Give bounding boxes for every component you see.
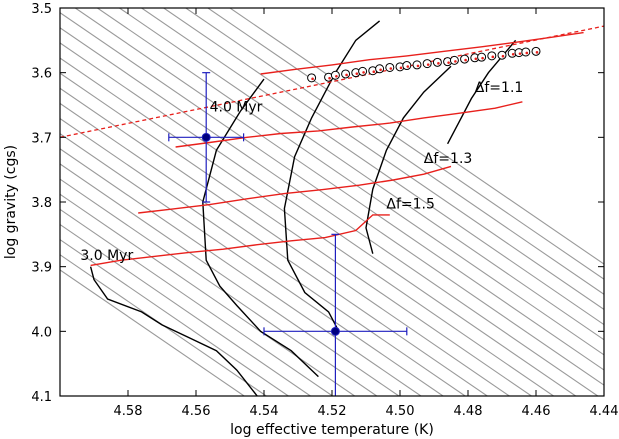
points-layer	[168, 46, 541, 396]
delta-f-line	[175, 101, 523, 148]
x-tick-label: 4.50	[386, 404, 415, 419]
model-point	[477, 52, 487, 62]
model-point-core	[345, 73, 348, 77]
evolution-track	[60, 208, 333, 396]
evolution-track	[60, 27, 599, 396]
model-point-core	[481, 56, 484, 60]
y-tick-label: 4.1	[31, 390, 52, 405]
model-point	[307, 73, 317, 83]
model-point-core	[454, 60, 457, 63]
plot-background	[60, 8, 604, 396]
model-point-core	[406, 65, 410, 68]
evolution-track	[141, 8, 604, 326]
model-point	[487, 51, 497, 61]
model-point-core	[379, 68, 382, 72]
model-point-core	[389, 67, 393, 70]
model-point	[422, 59, 432, 69]
evolution-track	[60, 254, 267, 396]
model-point	[460, 54, 470, 64]
x-axis-label: log effective temperature (K)	[230, 422, 434, 438]
x-tick-label: 4.46	[522, 404, 551, 419]
model-point-core	[474, 57, 478, 61]
model-point	[497, 50, 507, 60]
annotation-label: Δf=1.3	[424, 151, 473, 167]
model-point-core	[464, 58, 467, 62]
model-point	[432, 57, 442, 67]
model-point-core	[501, 54, 505, 58]
x-tick-label: 4.44	[590, 404, 619, 419]
x-tick-label: 4.56	[182, 404, 211, 419]
isochrone-line	[365, 65, 452, 254]
evolution-track	[60, 11, 604, 386]
model-point	[521, 47, 531, 57]
model-point-core	[355, 72, 359, 75]
annotation-label: Δf=1.5	[386, 196, 435, 212]
model-point	[449, 55, 459, 65]
fit-line	[60, 25, 604, 138]
model-point-core	[437, 62, 440, 65]
axes: 4.58 4.56 4.54 4.52 4.50 4.48 4.46 4.44 3.5 3.6 3.…	[31, 2, 618, 419]
model-point-core	[328, 76, 331, 80]
y-tick-label: 3.6	[31, 67, 52, 82]
model-point	[330, 70, 340, 80]
annotation-label: Δf=1.1	[475, 80, 524, 96]
delta-f-line	[138, 165, 452, 214]
model-point-core	[511, 52, 515, 56]
y-tick-label: 4.0	[31, 325, 52, 340]
curves-layer	[60, 20, 604, 396]
isochrone-line	[202, 78, 319, 378]
measurement-point	[201, 132, 211, 142]
isochrone-line	[446, 39, 517, 145]
y-tick-label: 3.7	[31, 131, 52, 146]
model-point-core	[372, 70, 376, 74]
delta-f-line	[90, 214, 390, 267]
evolution-track	[185, 8, 604, 296]
y-tick-label: 3.5	[31, 2, 52, 17]
evolution-track	[60, 57, 554, 396]
isochrone-line	[89, 266, 258, 396]
x-tick-label: 4.54	[250, 404, 279, 419]
model-point-core	[447, 61, 450, 64]
annotation-label: 4.0 Myr	[210, 99, 263, 115]
model-point-core	[426, 63, 430, 66]
annotations: 4.0 Myr 3.0 Myr Δf=1.1 Δf=1.3 Δf=1.5	[80, 80, 523, 264]
x-tick-label: 4.52	[318, 404, 347, 419]
model-point-core	[518, 52, 522, 55]
model-point-core	[491, 55, 495, 59]
evolution-track	[119, 8, 604, 341]
evolution-track	[207, 8, 604, 280]
model-point-core	[525, 51, 529, 55]
annotation-label: 3.0 Myr	[80, 248, 133, 264]
y-tick-label: 3.8	[31, 196, 52, 211]
model-point	[402, 61, 412, 71]
model-point	[341, 69, 351, 79]
x-tick-label: 4.58	[114, 404, 143, 419]
model-point-core	[335, 74, 338, 78]
model-point-core	[535, 51, 539, 54]
model-point-core	[399, 66, 403, 70]
evolution-track	[97, 8, 604, 356]
isochrone-line	[283, 20, 381, 332]
evolution-track	[60, 269, 245, 396]
evolution-track	[60, 238, 289, 396]
evolution-track	[60, 72, 532, 396]
evolution-track	[229, 8, 604, 265]
evolution-track	[60, 223, 311, 396]
model-point	[358, 66, 368, 76]
model-point-core	[362, 71, 365, 74]
model-point	[385, 62, 395, 72]
model-point-core	[311, 77, 314, 81]
model-point	[375, 64, 385, 74]
evolution-track	[74, 8, 604, 371]
evolution-track	[60, 42, 576, 396]
evolution-track	[163, 8, 604, 311]
x-tick-label: 4.48	[454, 404, 483, 419]
measurement-point	[330, 326, 340, 336]
y-tick-label: 3.9	[31, 261, 52, 276]
model-point	[531, 46, 541, 56]
y-axis-label: log gravity (cgs)	[3, 145, 19, 259]
model-point-core	[416, 64, 420, 68]
model-point	[412, 60, 422, 70]
